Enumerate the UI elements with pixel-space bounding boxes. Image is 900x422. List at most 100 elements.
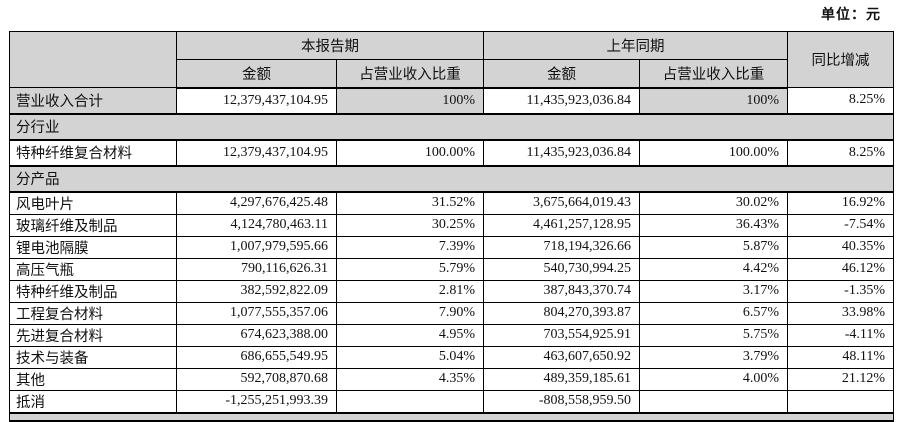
amount-current-cell: 12,379,437,104.95 (176, 139, 337, 166)
pct-current-cell (336, 389, 484, 413)
table-row-total-revenue: 营业收入合计 12,379,437,104.95 100% 11,435,923… (9, 87, 894, 114)
amount-prior-cell: 11,435,923,036.84 (483, 139, 640, 166)
amount-current-cell: -1,255,251,993.39 (176, 389, 337, 413)
pct-prior-cell: 4.42% (639, 257, 788, 281)
table-row-advanced-composites: 先进复合材料 674,623,388.00 4.95% 703,554,925.… (9, 323, 894, 347)
amount-current-cell: 1,007,979,595.66 (176, 235, 337, 259)
amount-prior-cell: 718,194,326.66 (483, 235, 640, 259)
pct-current-cell: 100.00% (336, 139, 484, 166)
row-label: 玻璃纤维及制品 (9, 213, 177, 237)
pct-prior-cell: 3.79% (639, 345, 788, 369)
yoy-cell: 48.11% (787, 345, 894, 369)
yoy-cell (787, 389, 894, 413)
table-row-other: 其他 592,708,870.68 4.35% 489,359,185.61 4… (9, 367, 894, 391)
table-row-lithium-separator: 锂电池隔膜 1,007,979,595.66 7.39% 718,194,326… (9, 235, 894, 259)
amount-current-cell: 4,297,676,425.48 (176, 191, 337, 215)
row-label: 特种纤维及制品 (9, 279, 177, 303)
pct-current-cell: 4.35% (336, 367, 484, 391)
header-yoy: 同比增减 (787, 31, 894, 88)
pct-prior-cell: 5.87% (639, 235, 788, 259)
pct-prior-cell (639, 389, 788, 413)
yoy-cell: -4.11% (787, 323, 894, 347)
pct-prior-cell: 3.17% (639, 279, 788, 303)
yoy-cell: 21.12% (787, 367, 894, 391)
table-row-tech-equipment: 技术与装备 686,655,549.95 5.04% 463,607,650.9… (9, 345, 894, 369)
header-row-periods: 本报告期 上年同期 同比增减 (9, 31, 894, 88)
header-blank-cell (9, 31, 177, 88)
amount-prior-cell: 489,359,185.61 (483, 367, 640, 391)
header-row-measures: 金额 占营业收入比重 金额 占营业收入比重 (10, 59, 894, 89)
row-label: 锂电池隔膜 (9, 235, 177, 259)
amount-current-cell: 790,116,626.31 (176, 257, 337, 281)
row-label: 先进复合材料 (9, 323, 177, 347)
header-amount-prior: 金额 (483, 59, 640, 89)
section-label: 分产品 (9, 164, 894, 193)
pct-current-cell: 5.79% (336, 257, 484, 281)
amount-prior-cell: 4,461,257,128.95 (483, 213, 640, 237)
section-row-by-industry: 分行业 (9, 112, 894, 141)
amount-prior-cell: 540,730,994.25 (483, 257, 640, 281)
yoy-cell: 8.25% (787, 139, 894, 166)
table-row-special-fibers: 特种纤维及制品 382,592,822.09 2.81% 387,843,370… (9, 279, 894, 303)
table-row-engineering-composites: 工程复合材料 1,077,555,357.06 7.90% 804,270,39… (9, 301, 894, 325)
amount-current-cell: 4,124,780,463.11 (176, 213, 337, 237)
header-amount-current: 金额 (176, 59, 337, 89)
pct-current-cell: 2.81% (336, 279, 484, 303)
yoy-cell: 33.98% (787, 301, 894, 325)
amount-current-cell: 1,077,555,357.06 (176, 301, 337, 325)
pct-current-cell: 5.04% (336, 345, 484, 369)
table-row-wind-blades: 风电叶片 4,297,676,425.48 31.52% 3,675,664,0… (9, 191, 894, 215)
yoy-cell: -1.35% (787, 279, 894, 303)
pct-prior-cell: 6.57% (639, 301, 788, 325)
pct-current-cell: 30.25% (336, 213, 484, 237)
amount-current-cell: 12,379,437,104.95 (176, 87, 337, 114)
yoy-cell: 16.92% (787, 191, 894, 215)
pct-prior-cell: 100.00% (639, 139, 788, 166)
pct-prior-cell: 4.00% (639, 367, 788, 391)
amount-current-cell: 686,655,549.95 (176, 345, 337, 369)
header-current-period: 本报告期 (176, 31, 484, 60)
pct-current-cell: 7.39% (336, 235, 484, 259)
yoy-cell: 40.35% (787, 235, 894, 259)
pct-prior-cell: 5.75% (639, 323, 788, 347)
section-row-cutoff (9, 411, 894, 422)
table-row-glass-fiber: 玻璃纤维及制品 4,124,780,463.11 30.25% 4,461,25… (9, 213, 894, 237)
amount-current-cell: 674,623,388.00 (176, 323, 337, 347)
header-prior-period: 上年同期 (483, 31, 788, 60)
amount-prior-cell: -808,558,959.50 (483, 389, 640, 413)
row-label: 特种纤维复合材料 (9, 139, 177, 166)
amount-prior-cell: 11,435,923,036.84 (483, 87, 640, 114)
amount-prior-cell: 804,270,393.87 (483, 301, 640, 325)
pct-current-cell: 100% (336, 87, 484, 114)
pct-current-cell: 7.90% (336, 301, 484, 325)
section-label (9, 411, 894, 422)
unit-label: 单位：元 (821, 8, 881, 23)
amount-prior-cell: 703,554,925.91 (483, 323, 640, 347)
yoy-cell: -7.54% (787, 213, 894, 237)
header-pct-current: 占营业收入比重 (336, 59, 484, 89)
row-label: 风电叶片 (9, 191, 177, 215)
row-label: 抵消 (9, 389, 177, 413)
pct-prior-cell: 36.43% (639, 213, 788, 237)
table-row-special-fiber-composites: 特种纤维复合材料 12,379,437,104.95 100.00% 11,43… (9, 139, 894, 166)
pct-prior-cell: 100% (639, 87, 788, 114)
section-row-by-product: 分产品 (9, 164, 894, 193)
amount-prior-cell: 3,675,664,019.43 (483, 191, 640, 215)
amount-current-cell: 382,592,822.09 (176, 279, 337, 303)
revenue-breakdown-table: 本报告期 上年同期 同比增减 金额 占营业收入比重 金额 占营业收入比重 营业收… (9, 31, 894, 422)
amount-prior-cell: 463,607,650.92 (483, 345, 640, 369)
amount-prior-cell: 387,843,370.74 (483, 279, 640, 303)
pct-current-cell: 4.95% (336, 323, 484, 347)
row-label: 技术与装备 (9, 345, 177, 369)
yoy-cell: 8.25% (787, 87, 894, 114)
header-pct-prior: 占营业收入比重 (639, 59, 788, 89)
table-row-gas-cylinders: 高压气瓶 790,116,626.31 5.79% 540,730,994.25… (9, 257, 894, 281)
amount-current-cell: 592,708,870.68 (176, 367, 337, 391)
table-row-elimination: 抵消 -1,255,251,993.39 -808,558,959.50 (9, 389, 894, 413)
row-label: 工程复合材料 (9, 301, 177, 325)
row-label: 营业收入合计 (9, 87, 177, 114)
yoy-cell: 46.12% (787, 257, 894, 281)
row-label: 其他 (9, 367, 177, 391)
row-label: 高压气瓶 (9, 257, 177, 281)
pct-current-cell: 31.52% (336, 191, 484, 215)
